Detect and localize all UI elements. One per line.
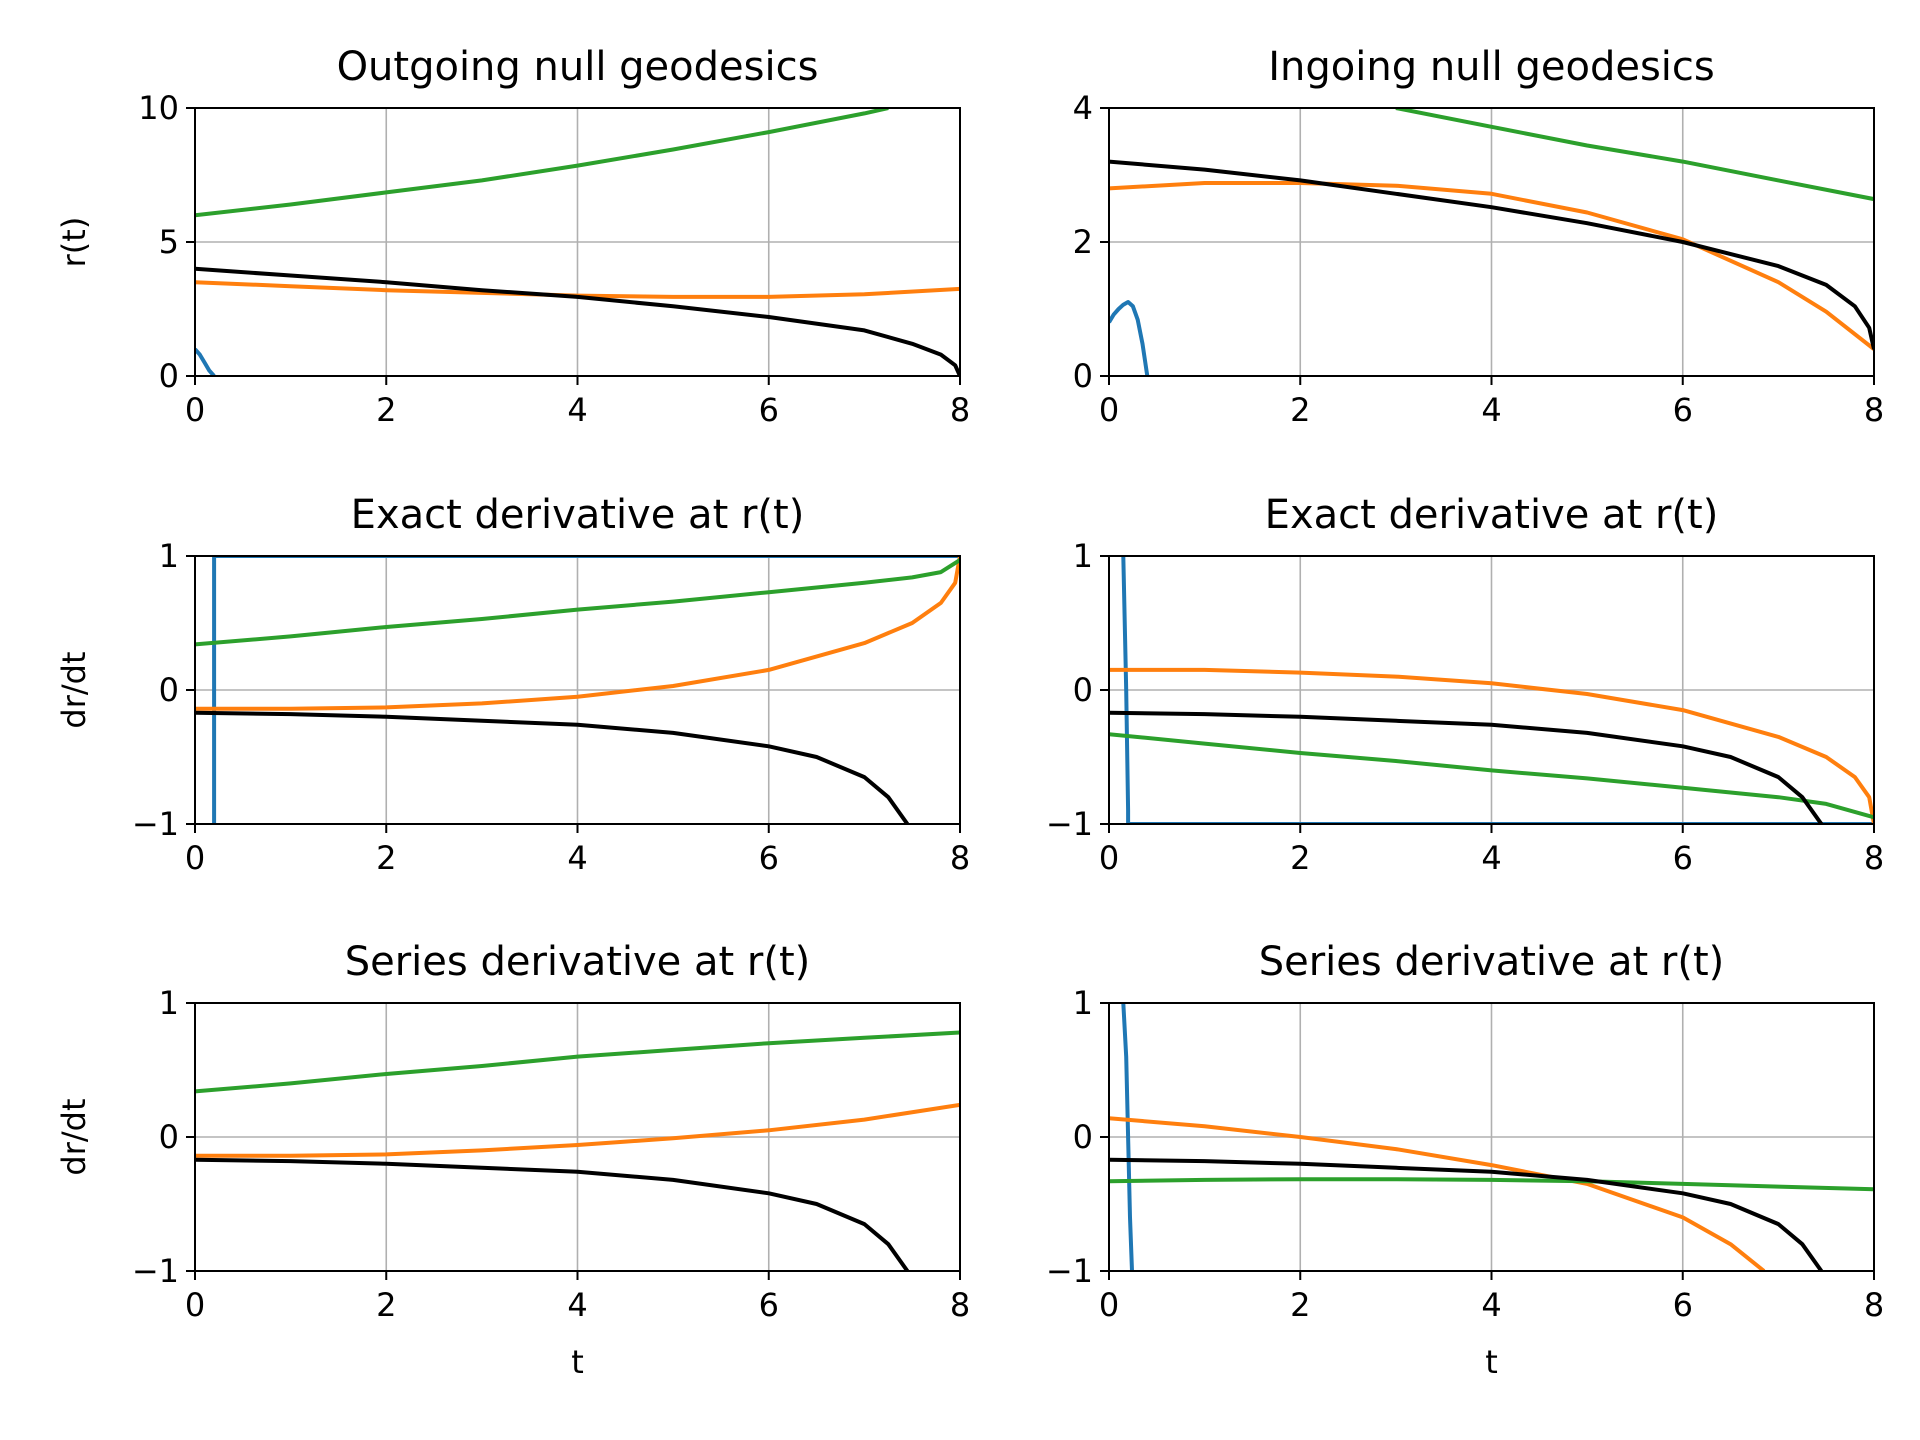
y-tick-label: 0 [1073,1118,1093,1156]
series-line-blue [1121,1003,1134,1271]
subplot-2: 0 2 4 6 8 0 2 4 Ingoing null geodesics [1073,44,1885,429]
x-tick-label: 0 [185,839,205,877]
x-tick-label: 0 [1099,391,1119,429]
x-tick-label: 2 [376,839,396,877]
x-tick-label: 4 [567,1286,587,1324]
series-group [195,108,960,376]
y-tick-label: 10 [138,89,179,127]
x-tick-label: 4 [1481,839,1501,877]
x-tick-label: 2 [376,1286,396,1324]
x-tick-label: 2 [1290,391,1310,429]
series-line-orange [1109,1116,1766,1271]
x-tick-label: 0 [185,391,205,429]
series-line-blue [195,347,216,376]
series-line-orange [195,1102,960,1158]
y-tick-label: 0 [1073,357,1093,395]
y-tick-label: −1 [1046,805,1093,843]
x-tick-label: 2 [1290,839,1310,877]
y-tick-label: 0 [159,1118,179,1156]
x-tick-label: 2 [1290,1286,1310,1324]
series-group [195,1030,960,1271]
subplot-1: 0 2 4 6 8 0 5 10 Outgoing null geodesics r(t) [55,44,970,429]
y-tick-label: 0 [1073,671,1093,709]
series-line-green [1395,108,1874,202]
x-tick-label: 6 [1673,391,1693,429]
series-line-black [195,710,910,824]
series-line-black [1109,710,1824,824]
x-axis-label: t [1485,1343,1498,1381]
axes-frame [194,107,961,377]
y-tick-label: 0 [159,671,179,709]
series-line-green [195,108,889,218]
y-tick-label: 0 [159,357,179,395]
x-tick-label: 0 [1099,839,1119,877]
y-tick-label: 2 [1073,223,1093,261]
series-group [1109,108,1874,376]
y-axis-label: r(t) [55,217,93,268]
series-line-green [1109,1177,1874,1192]
series-group [1109,1003,1874,1271]
y-tick-label: 4 [1073,89,1093,127]
series-line-blue [1109,300,1150,376]
series-line-blue [1121,556,1874,824]
x-tick-label: 4 [1481,391,1501,429]
y-tick-label: −1 [1046,1252,1093,1290]
x-tick-label: 6 [759,839,779,877]
axes-frame [194,555,961,825]
y-tick-label: −1 [132,1252,179,1290]
y-tick-label: 1 [1073,537,1093,575]
series-line-blue [212,556,960,824]
series-line-orange [195,556,960,711]
x-tick-label: 6 [1673,1286,1693,1324]
series-line-black [195,1157,910,1271]
subplot-title: Outgoing null geodesics [337,44,819,90]
y-axis-label: dr/dt [55,1098,93,1175]
subplot-title: Series derivative at r(t) [1259,939,1725,985]
x-tick-label: 8 [950,839,970,877]
y-tick-label: −1 [132,805,179,843]
series-line-orange [1109,181,1874,351]
series-line-green [195,1030,960,1094]
series-group [195,556,960,824]
x-axis-label: t [571,1343,584,1381]
x-tick-label: 6 [759,391,779,429]
axes-frame [1108,1002,1875,1272]
axes-frame [1108,107,1875,377]
subplot-title: Ingoing null geodesics [1268,44,1714,90]
x-tick-label: 8 [1864,839,1884,877]
x-tick-label: 8 [950,1286,970,1324]
series-line-green [195,558,960,647]
x-tick-label: 8 [1864,391,1884,429]
subplot-title: Series derivative at r(t) [345,939,811,985]
y-tick-label: 1 [1073,984,1093,1022]
y-tick-label: 1 [159,984,179,1022]
x-tick-label: 8 [1864,1286,1884,1324]
x-tick-label: 6 [759,1286,779,1324]
x-tick-label: 8 [950,391,970,429]
series-line-black [195,266,960,376]
series-line-black [1109,159,1874,350]
y-tick-label: 1 [159,537,179,575]
x-tick-label: 6 [1673,839,1693,877]
x-tick-label: 2 [376,391,396,429]
x-tick-label: 0 [185,1286,205,1324]
subplot-title: Exact derivative at r(t) [351,492,805,538]
x-tick-label: 4 [567,391,587,429]
subplot-title: Exact derivative at r(t) [1265,492,1719,538]
y-axis-label: dr/dt [55,651,93,728]
axes-frame [1108,555,1875,825]
series-line-black [1109,1157,1824,1271]
x-tick-label: 4 [567,839,587,877]
axes-frame [194,1002,961,1272]
x-tick-label: 4 [1481,1286,1501,1324]
y-tick-label: 5 [159,223,179,261]
series-group [1109,556,1874,824]
series-line-orange [1109,667,1874,824]
x-tick-label: 0 [1099,1286,1119,1324]
